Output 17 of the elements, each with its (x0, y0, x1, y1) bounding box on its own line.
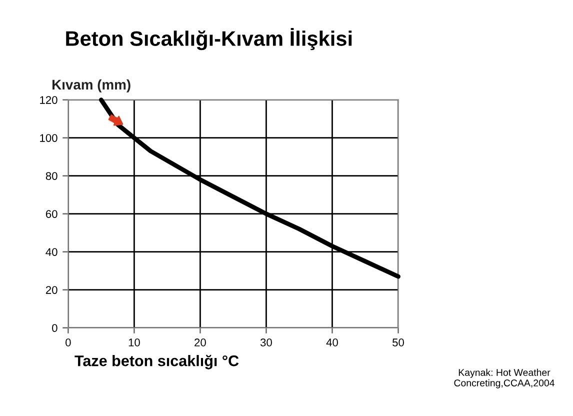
x-tick-label: 0 (66, 338, 71, 346)
y-tick-label: 40 (46, 248, 58, 256)
y-axis-title: Kıvam (mm) (52, 79, 130, 92)
x-tick-label: 10 (128, 338, 140, 346)
y-tick-label: 60 (46, 210, 58, 218)
chart-title: Beton Sıcaklığı-Kıvam İlişkisi (66, 28, 352, 50)
x-tick-label: 40 (326, 338, 338, 346)
y-tick-label: 100 (40, 134, 58, 142)
y-tick-label: 0 (52, 324, 58, 332)
y-tick-label: 20 (46, 286, 58, 294)
y-tick-label: 80 (46, 172, 58, 180)
x-tick-label: 30 (260, 338, 272, 346)
y-tick-label: 120 (40, 96, 58, 104)
x-tick-label: 50 (392, 338, 404, 346)
x-tick-label: 20 (194, 338, 206, 346)
x-axis-title: Taze beton sıcaklığı °C (74, 354, 239, 370)
text: Kaynak: Hot Weather Concreting,CCAA,2004 (454, 368, 554, 388)
